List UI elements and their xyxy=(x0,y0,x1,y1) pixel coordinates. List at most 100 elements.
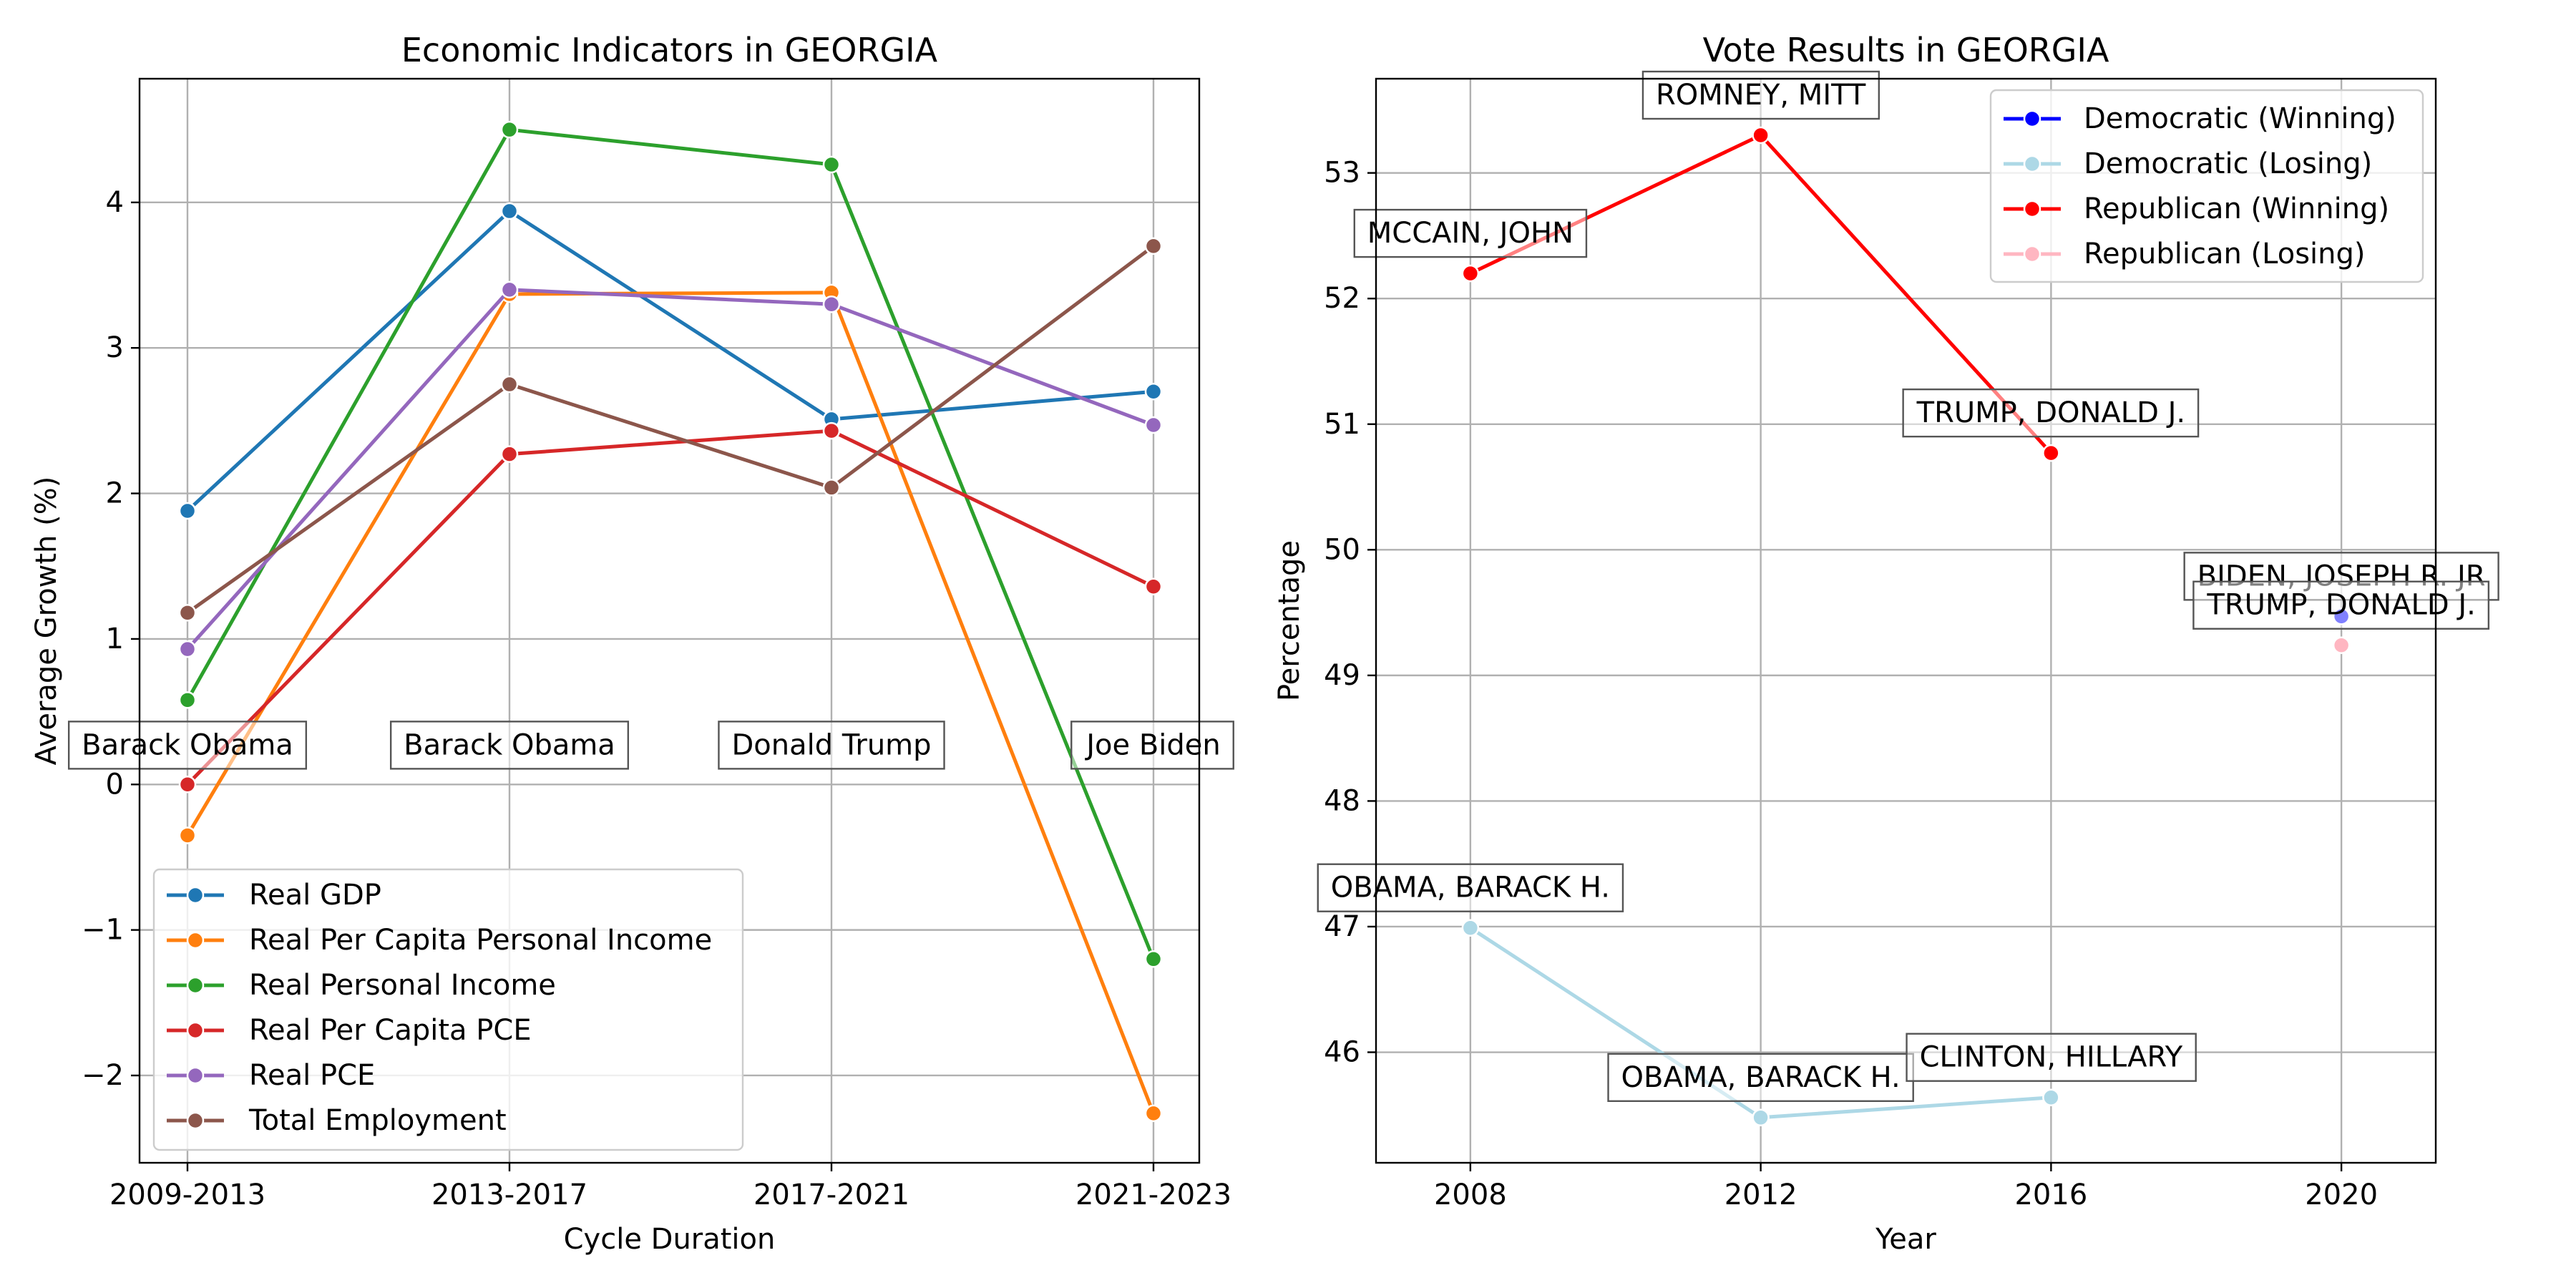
legend-label: Real PCE xyxy=(249,1059,375,1092)
x-tick-label: 2017-2021 xyxy=(753,1179,909,1211)
legend-label: Total Employment xyxy=(248,1104,507,1137)
legend-swatch-marker xyxy=(2023,200,2041,218)
legend-frame xyxy=(152,868,744,1151)
data-point xyxy=(1461,919,1480,937)
annotation-box xyxy=(718,721,945,770)
series-line xyxy=(186,244,1155,615)
y-tick-label: 53 xyxy=(1324,157,1360,190)
data-point xyxy=(178,826,197,844)
legend-frame xyxy=(1989,89,2424,283)
legend-label: Democratic (Losing) xyxy=(2084,147,2372,180)
annotation-box xyxy=(67,721,308,770)
data-point xyxy=(500,445,519,463)
legend-entry: Real PCE xyxy=(167,1059,375,1092)
legend-swatch-marker xyxy=(2023,245,2041,263)
annotation-box xyxy=(1902,388,2200,438)
annotation-label: Joe Biden xyxy=(1084,728,1221,761)
y-tick-label: 47 xyxy=(1324,910,1360,943)
data-point xyxy=(2332,636,2351,654)
data-point xyxy=(178,640,197,658)
data-point xyxy=(822,295,841,313)
annotation-label: OBAMA, BARACK H. xyxy=(1621,1061,1901,1094)
annotation-box xyxy=(1317,863,1624,912)
x-tick-label: 2009-2013 xyxy=(109,1179,265,1211)
x-tick-label: 2012 xyxy=(1724,1179,1797,1211)
data-point xyxy=(1144,577,1163,595)
legend-entry: Real Per Capita Personal Income xyxy=(167,924,712,957)
annotation-box xyxy=(389,721,630,770)
legend-entry: Real GDP xyxy=(167,879,381,912)
legend: Democratic (Winning) Democratic (Losing) R… xyxy=(1989,89,2424,283)
annotation-label: ROMNEY, MITT xyxy=(1656,79,1866,112)
annotation-box xyxy=(1607,1053,1914,1103)
y-tick-label: −1 xyxy=(82,914,124,947)
series-real-gdp xyxy=(178,202,1163,520)
annotation-label: Barack Obama xyxy=(82,728,293,761)
chart-title: Vote Results in GEORGIA xyxy=(1703,31,2109,69)
series-line xyxy=(185,127,1156,960)
data-point xyxy=(822,155,841,174)
legend-label: Real GDP xyxy=(249,879,381,912)
y-tick-label: 3 xyxy=(106,331,124,364)
data-point xyxy=(178,502,197,520)
axis-ticks: 2009-2013 2013-2017 2017-2021 2021-2023 −2 −1… xyxy=(82,186,1231,1211)
annotation-label: OBAMA, BARACK H. xyxy=(1331,872,1610,904)
y-tick-label: 46 xyxy=(1324,1036,1360,1069)
legend-swatch-marker xyxy=(186,931,205,950)
x-axis-label: Cycle Duration xyxy=(564,1223,776,1256)
y-tick-label: 48 xyxy=(1324,784,1360,817)
series-total-employment xyxy=(178,237,1163,622)
legend-entry: Real Personal Income xyxy=(167,969,556,1002)
legend-label: Real Per Capita Personal Income xyxy=(249,924,712,957)
annotation-label: Barack Obama xyxy=(404,728,615,761)
legend-swatch-marker xyxy=(186,886,205,904)
data-point xyxy=(500,280,519,299)
legend-entry: Republican (Losing) xyxy=(2004,238,2366,270)
legend-swatch-marker xyxy=(2023,155,2041,173)
annotation-label: MCCAIN, JOHN xyxy=(1367,217,1574,250)
data-point xyxy=(1144,382,1163,401)
annotation-label: CLINTON, HILLARY xyxy=(1920,1041,2183,1074)
data-point xyxy=(1144,416,1163,434)
legend-swatch-marker xyxy=(186,1066,205,1085)
candidate-annotations: ROMNEY, MITT MCCAIN, JOHN TRUMP, DONALD J.… xyxy=(1317,70,2499,1103)
data-point xyxy=(1144,1104,1163,1123)
vote-results-chart: ROMNEY, MITT MCCAIN, JOHN TRUMP, DONALD J.… xyxy=(1273,31,2499,1256)
data-point xyxy=(1144,237,1163,255)
data-point xyxy=(178,691,197,709)
series-democratic-losing- xyxy=(1461,919,2060,1127)
y-axis-label: Average Growth (%) xyxy=(30,477,63,766)
plot-frame xyxy=(1375,77,2437,1164)
data-point xyxy=(178,604,197,622)
legend-label: Democratic (Winning) xyxy=(2084,102,2396,135)
legend-swatch-marker xyxy=(186,1021,205,1040)
series-republican-losing- xyxy=(2332,636,2351,654)
legend: Real GDP Real Per Capita Personal Income R… xyxy=(152,868,744,1151)
y-tick-label: 2 xyxy=(106,477,124,510)
y-tick-label: 52 xyxy=(1324,282,1360,315)
chart-title: Economic Indicators in GEORGIA xyxy=(401,31,938,69)
legend-entry: Real Per Capita PCE xyxy=(167,1014,532,1047)
legend-entry: Democratic (Losing) xyxy=(2004,147,2372,180)
x-tick-label: 2020 xyxy=(2305,1179,2378,1211)
y-tick-label: 1 xyxy=(106,623,124,655)
x-tick-label: 2016 xyxy=(2014,1179,2087,1211)
data-point xyxy=(2042,444,2060,462)
y-tick-label: 51 xyxy=(1324,408,1360,441)
data-point xyxy=(1752,1108,1770,1127)
data-point xyxy=(822,421,841,440)
annotation-label: Donald Trump xyxy=(731,728,931,761)
legend-swatch-marker xyxy=(2023,109,2041,128)
annotation-box xyxy=(2192,580,2490,630)
annotation-label: TRUMP, DONALD J. xyxy=(2206,589,2475,622)
legend-label: Real Per Capita PCE xyxy=(249,1014,532,1047)
annotation-box xyxy=(1353,208,1588,258)
legend-entry: Democratic (Winning) xyxy=(2004,102,2396,135)
legend-label: Republican (Winning) xyxy=(2084,192,2389,225)
data-point xyxy=(500,202,519,220)
annotation-box xyxy=(1070,721,1234,770)
axis-ticks: 2008 2012 2016 2020 46 47 48 49 50 51 52 53 xyxy=(1324,157,2378,1211)
series-line xyxy=(185,291,1156,1114)
series-real-per-capita-pce xyxy=(178,421,1163,794)
